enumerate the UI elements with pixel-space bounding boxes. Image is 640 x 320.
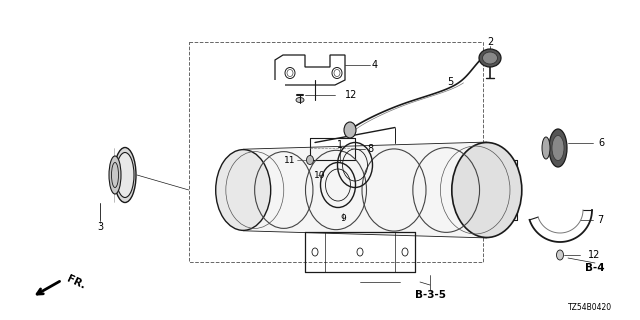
Ellipse shape	[549, 129, 567, 167]
Text: 1: 1	[337, 140, 343, 150]
Text: 3: 3	[97, 222, 103, 232]
Text: 9: 9	[340, 213, 346, 222]
Ellipse shape	[216, 150, 271, 230]
Text: 6: 6	[598, 138, 604, 148]
Text: 12: 12	[345, 90, 357, 100]
Text: 10: 10	[314, 171, 326, 180]
Text: 2: 2	[487, 37, 493, 47]
Ellipse shape	[114, 148, 136, 203]
Polygon shape	[243, 142, 487, 237]
Text: 8: 8	[367, 144, 373, 154]
Bar	[189, 42, 483, 262]
Ellipse shape	[109, 156, 121, 194]
Text: 4: 4	[372, 60, 378, 70]
Ellipse shape	[552, 135, 564, 161]
Text: 11: 11	[284, 156, 296, 164]
Ellipse shape	[483, 52, 497, 64]
Ellipse shape	[116, 153, 134, 197]
Text: 7: 7	[597, 215, 603, 225]
Text: B-4: B-4	[585, 263, 605, 273]
Text: 12: 12	[588, 250, 600, 260]
Text: B-3-5: B-3-5	[415, 290, 445, 300]
Text: TZ54B0420: TZ54B0420	[568, 303, 612, 313]
Ellipse shape	[557, 250, 563, 260]
Ellipse shape	[542, 137, 550, 159]
Ellipse shape	[344, 122, 356, 138]
Ellipse shape	[307, 156, 314, 164]
Ellipse shape	[452, 142, 522, 237]
Text: 5: 5	[447, 77, 453, 87]
Ellipse shape	[296, 98, 304, 102]
Text: FR.: FR.	[65, 273, 87, 291]
Ellipse shape	[479, 49, 501, 67]
